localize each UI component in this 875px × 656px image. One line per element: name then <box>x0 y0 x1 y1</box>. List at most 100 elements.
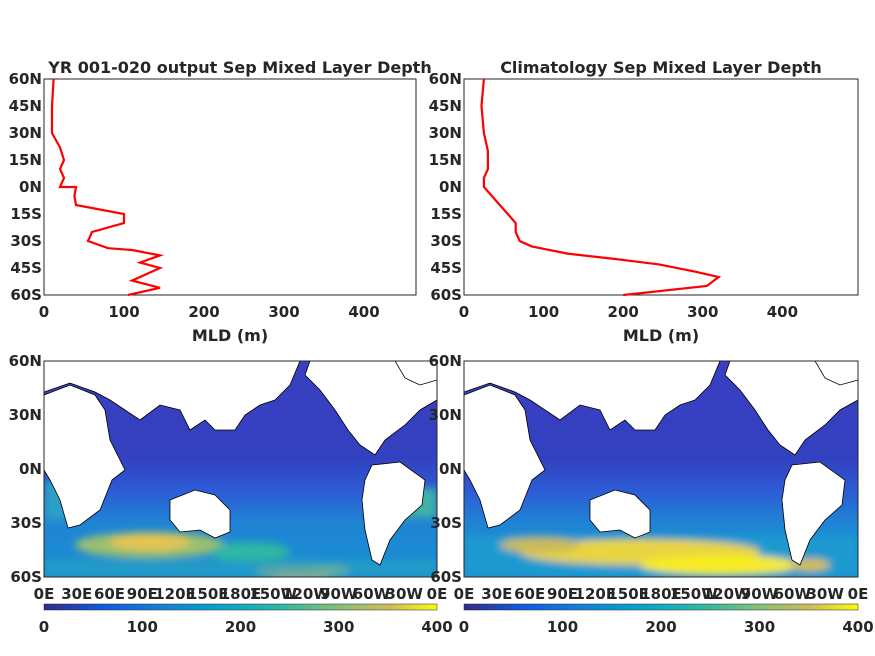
mld-map <box>44 361 437 577</box>
land-north-america <box>724 361 858 456</box>
colorbar-tick-label: 0 <box>459 618 469 636</box>
land-greenland <box>394 361 437 386</box>
colorbar-tick-label: 200 <box>225 618 256 636</box>
map-frame <box>43 360 438 578</box>
lat-tick-labels: 60N 30N 0N 30S 60S <box>429 352 462 586</box>
y-tick-label: 60S <box>10 286 42 304</box>
colorbar-tick-label: 400 <box>421 618 452 636</box>
y-tick-label: 0N <box>19 178 42 196</box>
colorbar-tick-label: 100 <box>127 618 158 636</box>
lon-tick-label: 150E <box>607 585 649 603</box>
lon-tick-label: 180E <box>640 585 682 603</box>
x-tick-label: 0 <box>39 303 49 321</box>
lon-tick-label: 90E <box>127 585 158 603</box>
map-frame <box>463 360 859 578</box>
colorbar-tick-labels: 0 100 200 300 400 <box>459 618 874 636</box>
lat-tick-label: 0N <box>439 460 462 478</box>
colorbar-tick-label: 400 <box>842 618 873 636</box>
profile-panel-model: YR 001-020 output Sep Mixed Layer Depth … <box>9 58 432 345</box>
lon-tick-label: 30E <box>61 585 92 603</box>
lon-tick-label: 180E <box>220 585 262 603</box>
colorbar-tick-label: 200 <box>645 618 676 636</box>
lon-tick-label: 60E <box>514 585 545 603</box>
lon-tick-label: 0E <box>427 585 448 603</box>
lon-tick-label: 150W <box>670 585 718 603</box>
y-tick-label: 45S <box>430 259 462 277</box>
land-africa <box>44 384 126 529</box>
land-australia <box>589 489 651 539</box>
y-tick-label: 0N <box>439 178 462 196</box>
y-tick-label: 15N <box>429 151 462 169</box>
y-tick-label: 30N <box>429 124 462 142</box>
lat-tick-label: 30S <box>430 514 462 532</box>
lon-tick-label: 90E <box>547 585 578 603</box>
x-axis-label: MLD (m) <box>192 326 268 345</box>
y-tick-label: 30S <box>10 232 42 250</box>
lon-tick-label: 120W <box>703 585 751 603</box>
lon-tick-label: 120E <box>575 585 617 603</box>
lat-tick-label: 60N <box>429 352 462 370</box>
lon-tick-label: 30W <box>386 585 424 603</box>
lat-tick-label: 60S <box>10 568 42 586</box>
lon-tick-labels: 0E 30E 60E 90E120E150E180E150W120W90W60W30W… <box>34 585 448 603</box>
lon-tick-label: 30W <box>806 585 844 603</box>
x-tick-label: 200 <box>188 303 219 321</box>
y-tick-label: 45S <box>10 259 42 277</box>
lon-tick-label: 150E <box>187 585 229 603</box>
lon-tick-label: 150W <box>249 585 297 603</box>
lat-tick-label: 60N <box>9 352 42 370</box>
lon-tick-label: 60E <box>94 585 125 603</box>
y-tick-label: 60S <box>430 286 462 304</box>
mld-map <box>464 361 858 577</box>
land-australia <box>169 489 231 539</box>
land-eurasia <box>44 361 301 431</box>
lon-tick-label: 90W <box>741 585 779 603</box>
lon-tick-labels: 0E 30E 60E 90E120E150E180E150W120W90W60W30W… <box>454 585 869 603</box>
colorbar-tick-label: 300 <box>323 618 354 636</box>
lon-tick-label: 30E <box>481 585 512 603</box>
land-africa <box>464 384 546 529</box>
land-eurasia <box>464 361 721 431</box>
lat-tick-labels: 60N 30N 0N 30S 60S <box>9 352 42 586</box>
x-tick-label: 100 <box>108 303 139 321</box>
lon-tick-label: 60W <box>774 585 812 603</box>
plot-frame <box>43 78 417 296</box>
y-tick-label: 60N <box>429 70 462 88</box>
y-tick-label: 15S <box>430 205 462 223</box>
y-tick-label: 30N <box>9 124 42 142</box>
y-tick-labels: 60N 45N 30N 15N 0N 15S 30S 45S 60S <box>9 70 42 304</box>
y-tick-label: 15S <box>10 205 42 223</box>
colorbar <box>43 603 438 611</box>
y-tick-label: 45N <box>429 97 462 115</box>
land-south-america <box>361 461 426 566</box>
map-panel-model: 60N 30N 0N 30S 60S 0E 30E 60E 90E120E150E180E15… <box>9 352 453 636</box>
lon-tick-label: 0E <box>34 585 55 603</box>
x-tick-label: 300 <box>268 303 299 321</box>
y-tick-label: 30S <box>430 232 462 250</box>
colorbar-tick-label: 100 <box>547 618 578 636</box>
plot-frame <box>463 78 859 296</box>
land-south-america <box>781 461 846 566</box>
land-north-america <box>304 361 437 456</box>
x-tick-labels: 0 100 200 300 400 <box>39 303 380 321</box>
lat-tick-label: 30S <box>10 514 42 532</box>
lon-tick-label: 120E <box>154 585 196 603</box>
y-tick-label: 15N <box>9 151 42 169</box>
x-axis-label: MLD (m) <box>623 326 699 345</box>
y-tick-labels: 60N 45N 30N 15N 0N 15S 30S 45S 60S <box>429 70 462 304</box>
map-panel-climatology: 60N 30N 0N 30S 60S 0E 30E 60E 90E120E150E180E15… <box>429 352 874 636</box>
mld-profile-line <box>50 78 165 297</box>
x-tick-label: 400 <box>767 303 798 321</box>
lat-tick-label: 30N <box>9 406 42 424</box>
x-tick-label: 400 <box>348 303 379 321</box>
colorbar-tick-label: 300 <box>744 618 775 636</box>
lat-tick-label: 60S <box>430 568 462 586</box>
x-tick-label: 0 <box>459 303 469 321</box>
mld-profile-line <box>480 78 722 297</box>
lon-tick-label: 0E <box>848 585 869 603</box>
colorbar-tick-labels: 0 100 200 300 400 <box>39 618 453 636</box>
lon-tick-label: 60W <box>353 585 391 603</box>
x-tick-label: 300 <box>687 303 718 321</box>
x-tick-label: 100 <box>528 303 559 321</box>
